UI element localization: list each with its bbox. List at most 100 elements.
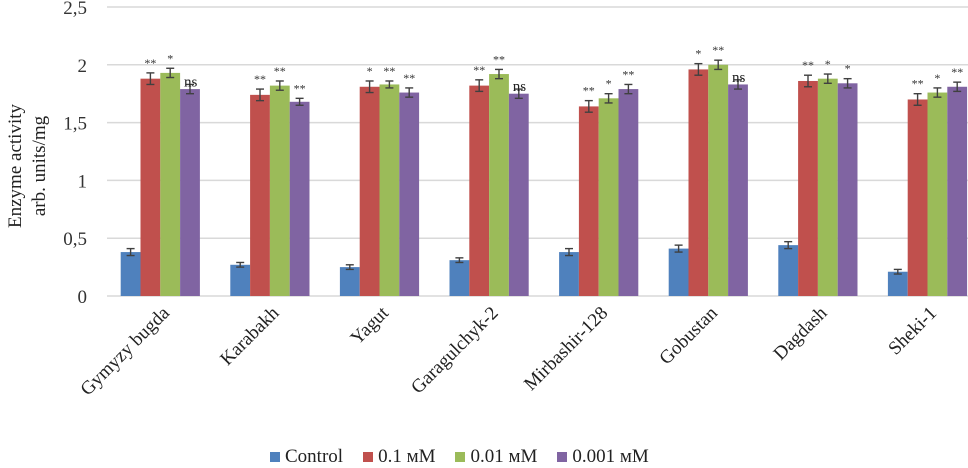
significance-label: ** [254, 72, 266, 86]
bar [598, 98, 619, 296]
bar [927, 92, 948, 296]
bar [578, 106, 599, 296]
error-bar [166, 67, 175, 79]
bars [120, 64, 968, 297]
bar [798, 80, 818, 296]
significance-label: ** [274, 64, 286, 78]
y-tick-label: 0 [78, 287, 88, 308]
error-bar [495, 68, 503, 80]
error-bar [126, 247, 135, 257]
legend-item: 0.001 мМ [557, 446, 649, 468]
bar [688, 69, 709, 296]
significance-labels: ** *ns ******* ** ******ns ** **** **ns** * *** * *… [144, 43, 963, 97]
y-axis-title: Enzyme activity arb. units/mg [5, 104, 50, 228]
x-axis-category-labels: Gymyzy bugda Karabakh Yagut Garagulchyk-2 Mi… [77, 302, 942, 400]
error-bar [475, 79, 484, 93]
significance-label: * [606, 77, 612, 91]
significance-label: * [167, 51, 173, 65]
significance-label: ns [513, 79, 527, 95]
significance-label: ** [583, 84, 595, 98]
y-tick-label: 0,5 [63, 229, 87, 250]
significance-label: * [825, 57, 831, 71]
significance-label: ** [473, 63, 485, 77]
error-bar [933, 87, 942, 98]
legend-item: 0.01 мМ [455, 446, 537, 468]
bar [728, 84, 748, 297]
x-category-label: Garagulchyk-2 [407, 303, 502, 398]
bar [817, 78, 838, 296]
bar [250, 94, 270, 296]
significance-label: * [845, 62, 851, 76]
y-tick-label: 1 [78, 171, 88, 192]
error-bar [913, 92, 922, 106]
error-bar [365, 80, 374, 94]
error-bar [694, 62, 703, 76]
error-bar [186, 83, 194, 95]
error-bar [295, 97, 304, 106]
x-category-label: Mirbashir-128 [520, 303, 612, 395]
x-category-label: Dagdash [770, 302, 832, 364]
significance-label: ** [493, 52, 505, 66]
x-category-label: Karabakh [216, 302, 283, 369]
y-tick-label: 2 [78, 56, 88, 77]
significance-label: ** [403, 71, 415, 85]
bar [708, 64, 729, 296]
significance-label: * [934, 71, 940, 85]
error-bar [385, 80, 394, 89]
y-tick-label: 1,5 [63, 114, 87, 135]
error-bar [674, 244, 683, 253]
bar [140, 78, 161, 296]
error-bar [236, 261, 245, 268]
bar [469, 85, 490, 296]
bar [120, 252, 141, 296]
significance-label: ** [144, 56, 156, 70]
error-bar [275, 80, 284, 91]
legend-swatch [363, 452, 374, 462]
significance-label: ** [912, 77, 924, 91]
y-axis-title-line2: arb. units/mg [29, 115, 50, 216]
legend-item: Control [270, 446, 343, 468]
bar [160, 72, 181, 296]
legend-swatch [557, 452, 568, 462]
error-bar [345, 264, 354, 271]
error-bar [804, 74, 812, 88]
error-bar [146, 72, 155, 86]
error-bar [843, 77, 852, 89]
error-bars [126, 59, 962, 275]
bar [379, 84, 400, 297]
significance-label: ** [951, 65, 963, 79]
y-axis-ticks: 0 0,5 1 1,5 2 2,5 [63, 0, 87, 308]
significance-label: * [367, 64, 373, 78]
legend-label: 0.1 мМ [378, 446, 436, 467]
significance-label: ** [712, 43, 724, 57]
error-bar [823, 73, 832, 84]
bar [289, 101, 310, 297]
bar [269, 85, 290, 296]
bar [399, 92, 420, 296]
bar [778, 245, 799, 296]
bar [618, 89, 639, 297]
error-bar [714, 59, 723, 71]
bar [359, 86, 380, 296]
bar [887, 271, 908, 296]
y-tick-label: 2,5 [63, 0, 87, 19]
x-category-label: Gobustan [655, 302, 722, 369]
bar [449, 260, 470, 296]
error-bar [893, 268, 902, 275]
error-bar [455, 257, 464, 264]
error-bar [256, 88, 264, 102]
significance-label: ** [383, 64, 395, 78]
bar [907, 99, 928, 296]
error-bar [784, 240, 793, 250]
significance-label: ** [802, 58, 814, 72]
error-bar [604, 92, 613, 104]
bar [837, 83, 858, 297]
significance-label: ns [732, 70, 746, 86]
x-category-label: Yagut [347, 302, 394, 349]
bar [668, 248, 689, 296]
y-axis-title-line1: Enzyme activity [5, 104, 26, 228]
legend-label: Control [285, 446, 344, 467]
error-bar [624, 83, 633, 95]
error-bar [953, 81, 962, 93]
